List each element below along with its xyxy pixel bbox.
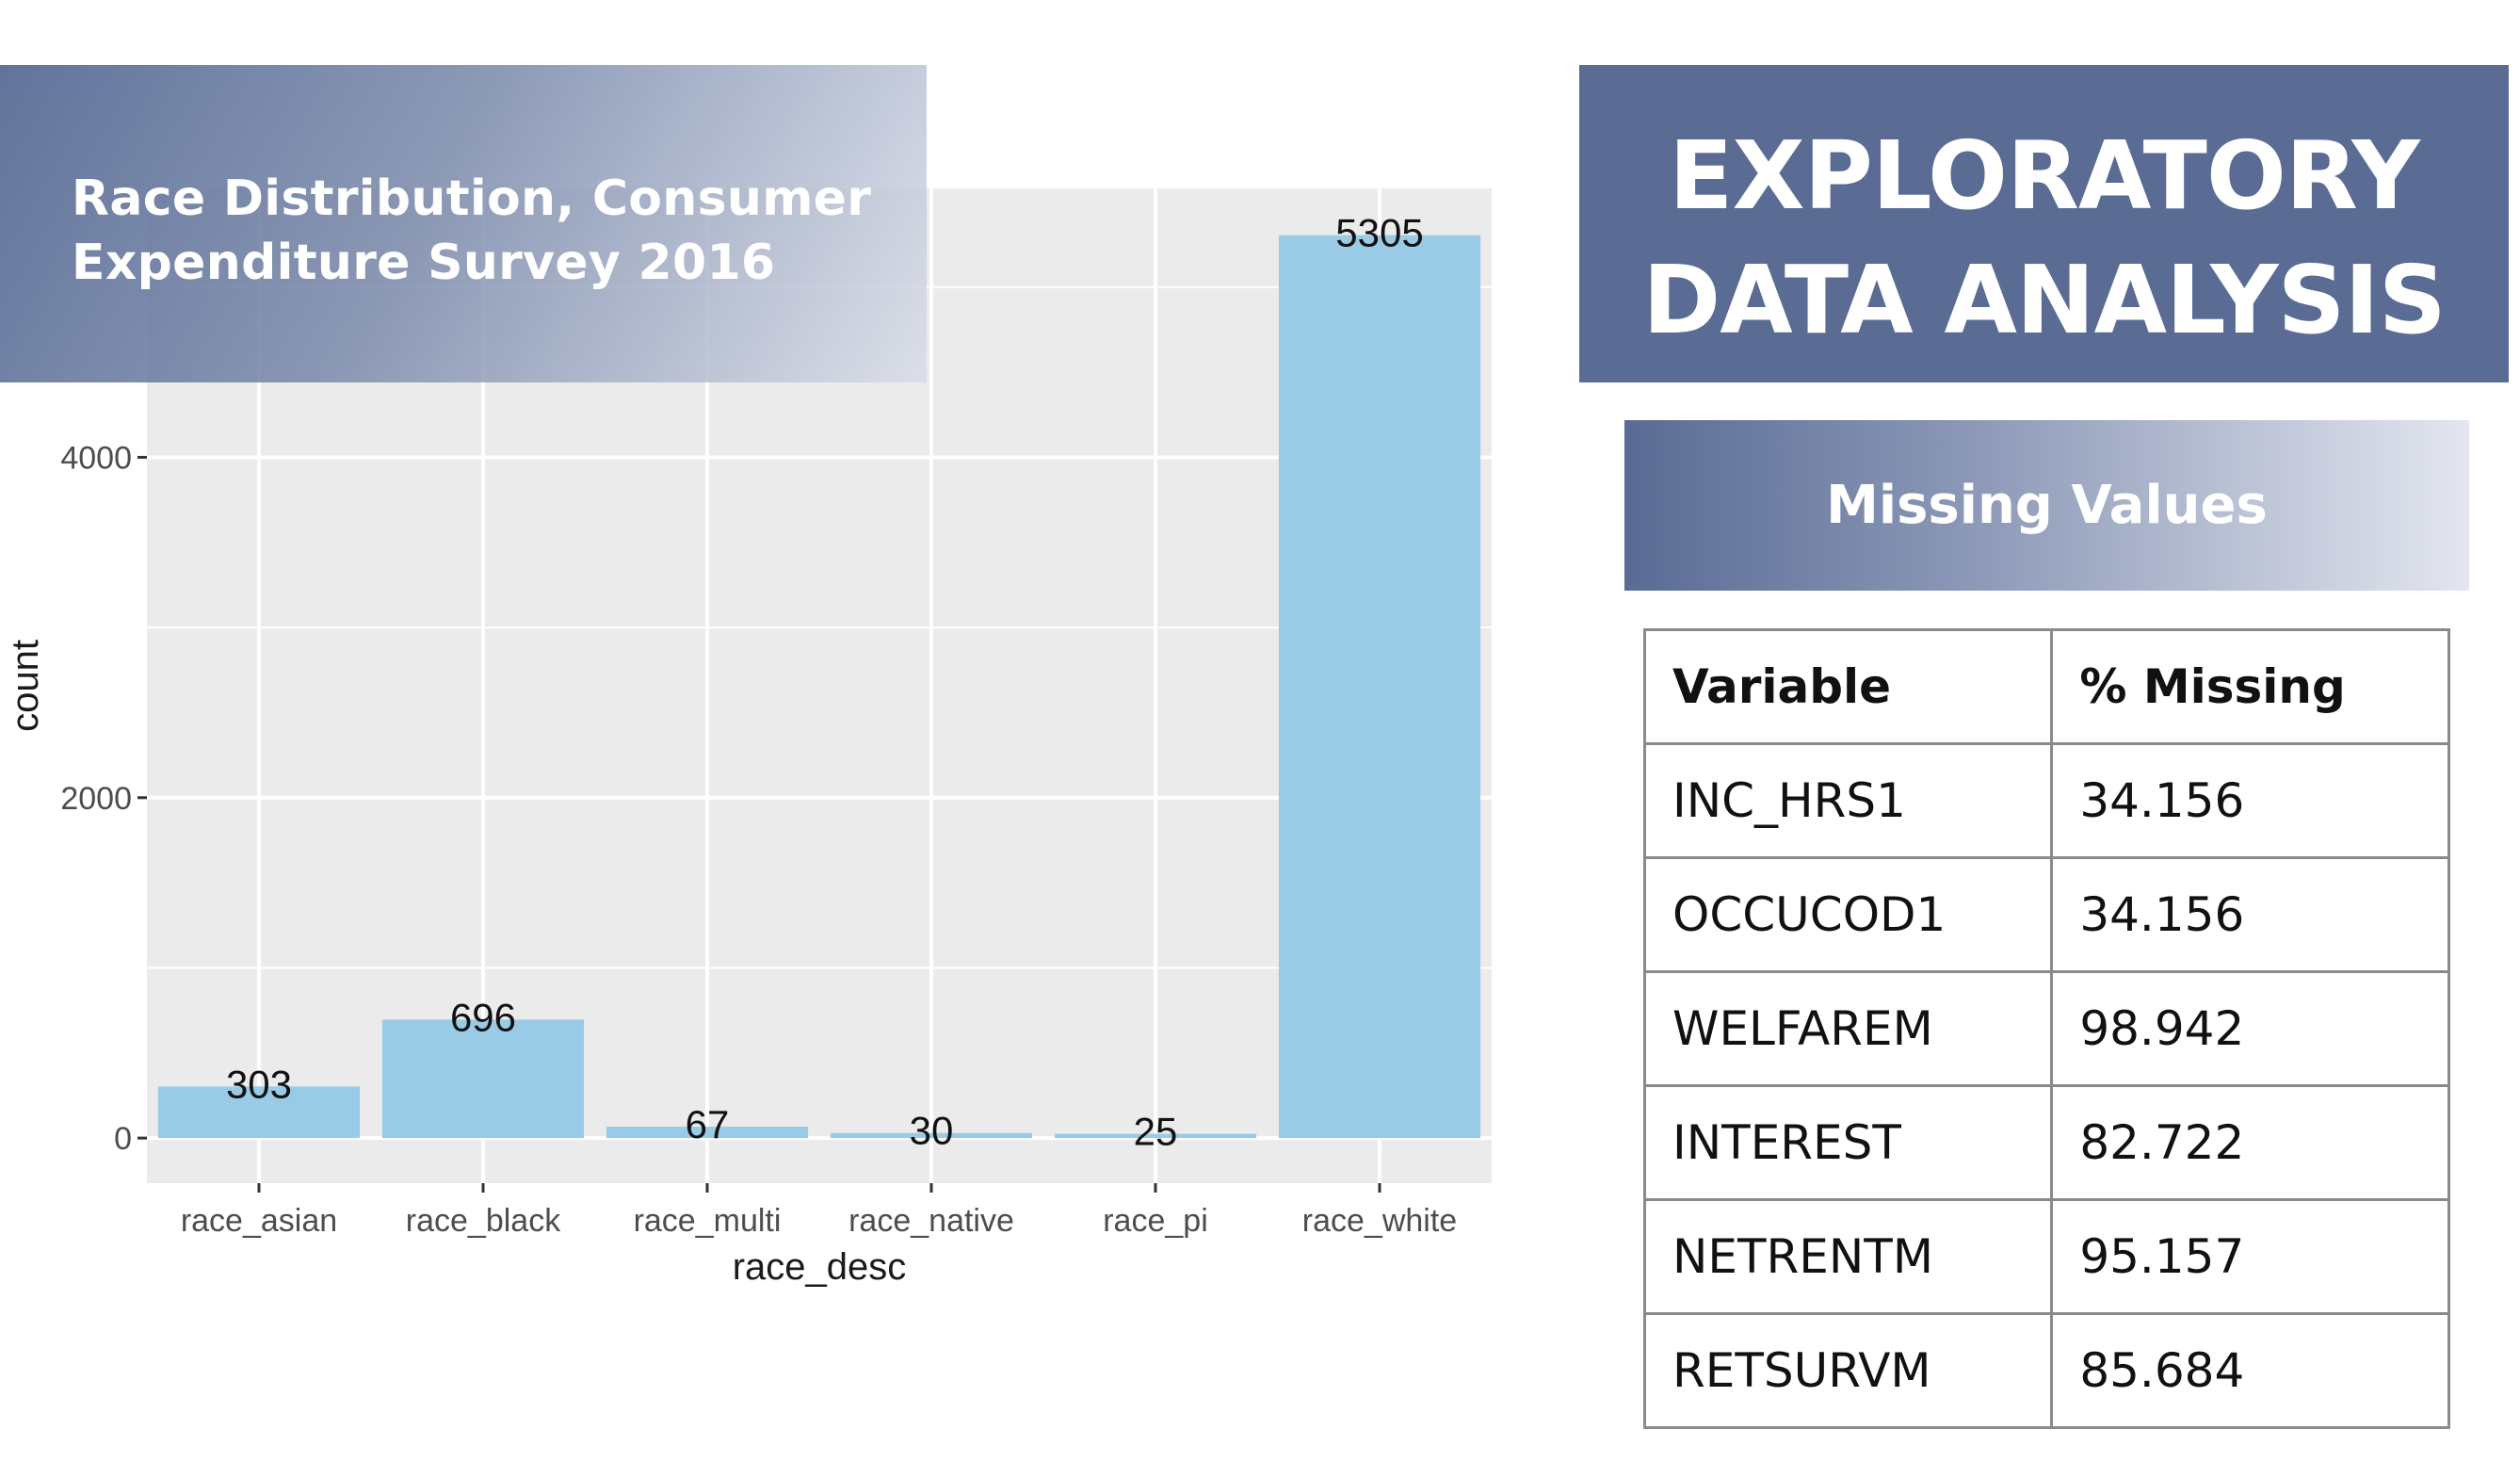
y-tick-label: 0 <box>114 1121 132 1157</box>
y-axis: 0 2000 4000 <box>60 440 147 1157</box>
cell-variable: OCCUCOD1 <box>1642 856 2054 973</box>
table-row: OCCUCOD1 34.156 <box>1642 856 2450 973</box>
bar-value-label: 67 <box>686 1102 730 1146</box>
cell-missing: 34.156 <box>2050 742 2450 859</box>
y-axis-title: count <box>5 640 46 732</box>
cell-missing: 34.156 <box>2050 856 2450 973</box>
table-row: RETSURVM 85.684 <box>1642 1312 2450 1429</box>
cell-variable: WELFAREM <box>1642 970 2054 1087</box>
bars <box>157 235 1481 1139</box>
x-tick-label: race_multi <box>634 1203 782 1239</box>
y-tick-label: 4000 <box>60 440 132 476</box>
x-tick-label: race_asian <box>181 1203 337 1239</box>
bar-race_white <box>1278 235 1481 1139</box>
x-tick-label: race_white <box>1302 1203 1457 1239</box>
cell-missing: 85.684 <box>2050 1312 2450 1429</box>
table-header-row: Variable % Missing <box>1642 628 2450 745</box>
bar-labels: 303 696 67 30 25 5305 <box>226 211 1424 1154</box>
cell-variable: INC_HRS1 <box>1642 742 2054 859</box>
x-tick-label: race_native <box>848 1203 1014 1239</box>
x-tick-label: race_black <box>406 1203 561 1239</box>
slide-title-line-2: DATA ANALYSIS <box>1642 245 2447 355</box>
bar-value-label: 5305 <box>1335 211 1423 255</box>
bar-value-label: 30 <box>910 1109 954 1153</box>
bar-race_pi <box>1054 1133 1257 1139</box>
bar-value-label: 696 <box>450 995 516 1039</box>
chart-title-line-2: Expenditure Survey 2016 <box>72 235 776 291</box>
x-tick-label: race_pi <box>1103 1203 1208 1239</box>
table-row: WELFAREM 98.942 <box>1642 970 2450 1087</box>
section-title: Missing Values <box>1624 420 2469 591</box>
cell-variable: RETSURVM <box>1642 1312 2054 1429</box>
bar-race_multi <box>606 1127 809 1139</box>
cell-variable: NETRENTM <box>1642 1198 2054 1315</box>
y-tick-label: 2000 <box>60 781 132 817</box>
slide-title-line-1: EXPLORATORY <box>1669 121 2420 231</box>
x-axis: race_asian race_black race_multi race_nativ… <box>181 1183 1457 1239</box>
column-header-variable: Variable <box>1642 628 2054 745</box>
table-row: INC_HRS1 34.156 <box>1642 742 2450 859</box>
cell-missing: 82.722 <box>2050 1084 2450 1201</box>
chart-title-banner: Race Distribution, Consumer Expenditure … <box>0 65 927 382</box>
table-row: INTEREST 82.722 <box>1642 1084 2450 1201</box>
cell-missing: 98.942 <box>2050 970 2450 1087</box>
cell-missing: 95.157 <box>2050 1198 2450 1315</box>
column-header-missing: % Missing <box>2050 628 2450 745</box>
table-row: NETRENTM 95.157 <box>1642 1198 2450 1315</box>
bar-race_native <box>830 1132 1033 1139</box>
bar-race_asian <box>157 1086 361 1139</box>
cell-variable: INTEREST <box>1642 1084 2054 1201</box>
bar-value-label: 25 <box>1134 1110 1178 1154</box>
bar-value-label: 303 <box>226 1062 292 1106</box>
bar-race_black <box>381 1019 585 1139</box>
slide-title: EXPLORATORY DATA ANALYSIS <box>1579 65 2509 382</box>
missing-values-table: Variable % Missing INC_HRS1 34.156 OCCUC… <box>1642 628 2450 1429</box>
x-axis-title: race_desc <box>733 1246 907 1288</box>
chart-title-line-1: Race Distribution, Consumer <box>72 171 872 227</box>
